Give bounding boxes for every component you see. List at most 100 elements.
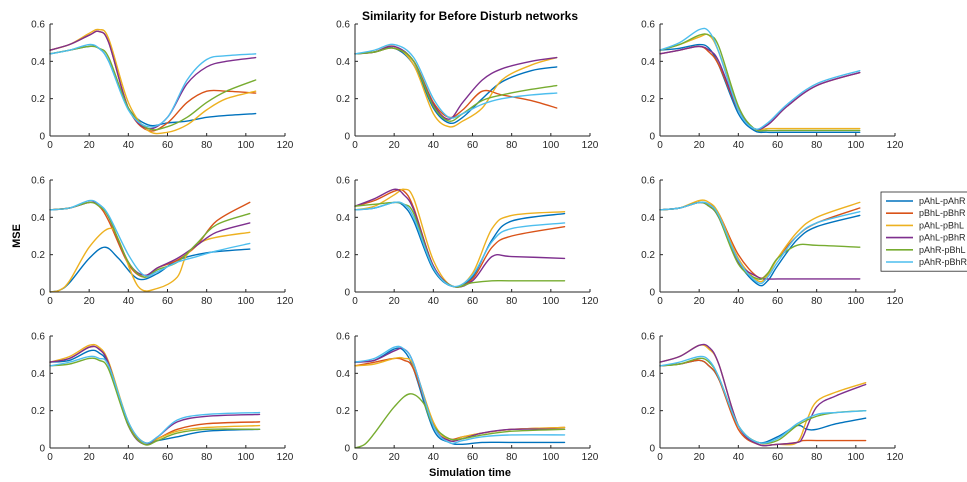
series-line-pahl-pbhr [659, 201, 861, 280]
x-tick-label: 100 [542, 452, 559, 463]
series-line-pbhl-pbhr [354, 47, 558, 119]
y-tick-label: 0.4 [31, 213, 45, 224]
series-line-pahr-pbhr [354, 345, 566, 444]
subplot-5: 0 20 40 60 80 100 120 0 0.2 0.4 0.6 [336, 176, 599, 308]
y-tick-label: 0.6 [336, 20, 350, 31]
series-line-pahl-pahr [354, 201, 566, 288]
y-tick-label: 0 [344, 288, 350, 299]
y-tick-label: 0.4 [31, 57, 45, 68]
y-tick-label: 0 [344, 444, 350, 455]
x-tick-label: 100 [237, 452, 254, 463]
y-tick-label: 0.2 [641, 250, 655, 261]
y-tick-label: 0.4 [641, 57, 655, 68]
x-tick-label: 40 [733, 140, 745, 151]
legend: pAhL-pAhR pBhL-pBhR pAhL-pBhL pAhL-pBhR pAhR… [880, 191, 967, 272]
x-tick-label: 100 [542, 140, 559, 151]
series-line-pahr-pbhl [354, 47, 558, 122]
series-line-pahl-pahr [659, 359, 867, 444]
x-tick-label: 40 [428, 140, 440, 151]
x-tick-label: 120 [277, 140, 294, 151]
series-line-pahl-pahr [659, 43, 861, 134]
x-tick-label: 100 [542, 296, 559, 307]
x-tick-label: 80 [201, 452, 213, 463]
series-line-pbhl-pbhr [659, 45, 861, 131]
x-tick-label: 20 [694, 296, 706, 307]
series-line-pbhl-pbhr [49, 201, 251, 278]
series-line-pbhl-pbhr [354, 357, 566, 441]
legend-entry-pahr-pbhr: pAhR-pBhR [919, 257, 967, 267]
x-axis-label: Simulation time [429, 467, 511, 479]
x-tick-label: 0 [657, 452, 663, 463]
x-tick-label: 80 [506, 452, 518, 463]
series-line-pahr-pbhl [49, 201, 251, 278]
y-tick-label: 0 [39, 132, 45, 143]
legend-entry-pahl-pbhl: pAhL-pBhL [919, 220, 964, 230]
x-tick-label: 80 [811, 140, 823, 151]
x-tick-label: 20 [84, 452, 96, 463]
x-tick-label: 120 [277, 296, 294, 307]
y-tick-label: 0.6 [31, 20, 45, 31]
x-tick-label: 60 [467, 296, 479, 307]
series-line-pahl-pahr [49, 45, 257, 127]
series-line-pahr-pbhr [49, 199, 251, 277]
x-tick-label: 60 [467, 140, 479, 151]
series-line-pahr-pbhl [354, 201, 566, 288]
x-tick-label: 80 [811, 452, 823, 463]
series-line-pahl-pahr [354, 347, 566, 446]
y-tick-label: 0.4 [641, 369, 655, 380]
series-line-pahr-pbhl [659, 201, 861, 280]
x-tick-label: 60 [467, 452, 479, 463]
y-tick-label: 0.4 [31, 369, 45, 380]
series-line-pahl-pbhr [354, 45, 558, 120]
y-tick-label: 0 [649, 444, 655, 455]
y-tick-label: 0.2 [641, 406, 655, 417]
legend-entry-pahl-pbhr: pAhL-pBhR [919, 233, 966, 243]
series-line-pahr-pbhr [354, 43, 558, 119]
series-line-pbhl-pbhr [659, 359, 867, 447]
x-tick-label: 120 [887, 140, 904, 151]
subplot-2: 0 20 40 60 80 100 120 0 0.2 0.4 0.6 [336, 20, 599, 152]
x-tick-label: 100 [237, 140, 254, 151]
x-tick-label: 60 [162, 296, 174, 307]
series-line-pahr-pbhl [659, 357, 867, 445]
x-tick-label: 60 [162, 140, 174, 151]
subplot-3: 0 20 40 60 80 100 120 0 0.2 0.4 0.6 [641, 20, 904, 152]
x-tick-label: 100 [847, 296, 864, 307]
y-tick-label: 0.6 [641, 20, 655, 31]
y-tick-label: 0.2 [336, 250, 350, 261]
series-line-pahl-pbhl [354, 188, 566, 288]
series-line-pahl-pbhl [659, 199, 861, 283]
x-tick-label: 120 [582, 296, 599, 307]
series-line-pahl-pbhl [659, 33, 861, 131]
series-line-pahl-pahr [49, 246, 251, 293]
y-tick-label: 0.2 [336, 94, 350, 105]
x-tick-label: 120 [887, 296, 904, 307]
x-tick-label: 80 [201, 140, 213, 151]
x-tick-label: 40 [428, 452, 440, 463]
subplot-6: 0 20 40 60 80 100 120 0 0.2 0.4 0.6 [641, 176, 904, 308]
y-tick-label: 0 [649, 132, 655, 143]
series-line-pahl-pbhr [659, 343, 867, 447]
x-tick-label: 20 [694, 452, 706, 463]
x-tick-label: 0 [47, 140, 53, 151]
y-tick-label: 0.2 [336, 406, 350, 417]
x-tick-label: 100 [237, 296, 254, 307]
y-tick-label: 0.4 [336, 369, 350, 380]
x-tick-label: 0 [352, 296, 358, 307]
x-tick-label: 40 [733, 296, 745, 307]
subplot-7: 0 20 40 60 80 100 120 0 0.2 0.4 0.6 [31, 332, 294, 464]
x-tick-label: 80 [506, 296, 518, 307]
y-tick-label: 0.2 [31, 94, 45, 105]
x-tick-label: 0 [352, 452, 358, 463]
subplot-1: 0 20 40 60 80 100 120 0 0.2 0.4 0.6 [31, 20, 294, 152]
y-tick-label: 0.6 [31, 176, 45, 187]
x-tick-label: 80 [201, 296, 213, 307]
x-tick-label: 60 [162, 452, 174, 463]
series-line-pahr-pbhl [49, 357, 261, 446]
series-line-pahr-pbhr [354, 201, 566, 288]
y-tick-label: 0.6 [641, 176, 655, 187]
series-line-pahr-pbhr [659, 27, 861, 130]
legend-entry-pahr-pbhl: pAhR-pBhL [919, 245, 966, 255]
